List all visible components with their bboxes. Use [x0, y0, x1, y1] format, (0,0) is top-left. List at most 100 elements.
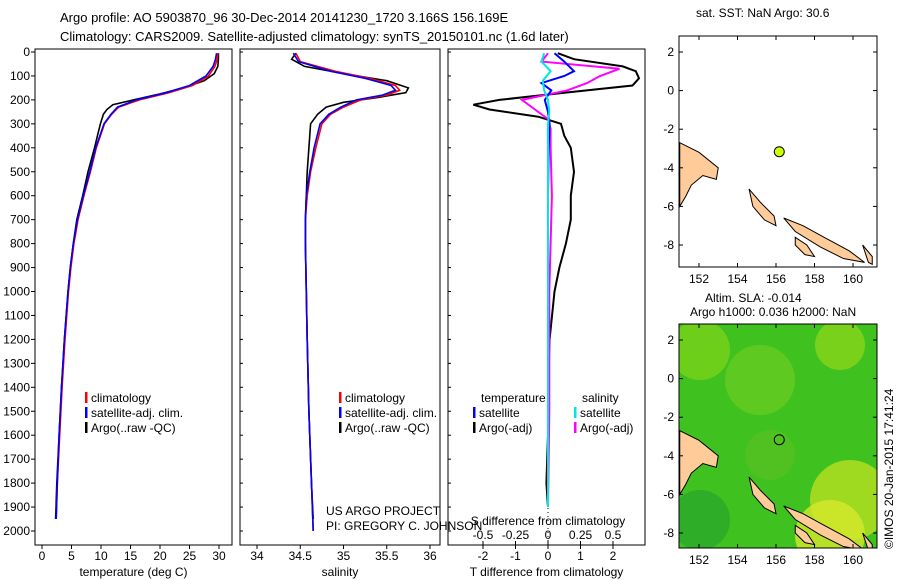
- x-tick-label: 30: [212, 549, 226, 563]
- argo-float-marker: [773, 434, 785, 446]
- y-tick-label: 300: [10, 117, 30, 131]
- lat-tick-label: -4: [663, 449, 674, 463]
- temperature-profile-panel: 0100200300400500600700800900100011001200…: [3, 45, 233, 579]
- y-tick-label: 700: [10, 213, 30, 227]
- y-tick-label: 0: [23, 45, 30, 59]
- map2-title-line1: Altim. SLA: -0.014: [705, 291, 802, 305]
- sla-anomaly-patch: [745, 430, 795, 480]
- argo-salinity-diff-line: [519, 52, 620, 508]
- y-tick-label: 1300: [3, 356, 30, 370]
- legend-swatch: [339, 407, 342, 418]
- argo-temperature-diff-line: [473, 52, 641, 508]
- x-tick-label: 35.5: [375, 549, 399, 563]
- legend-swatch: [85, 407, 88, 418]
- y-tick-label: 1800: [3, 476, 30, 490]
- s-tick-label: -0.5: [473, 528, 494, 542]
- land-polygon: [794, 524, 816, 546]
- figure-title-line1: Argo profile: AO 5903870_96 30-Dec-2014 …: [60, 10, 508, 25]
- lon-tick-label: 152: [689, 553, 709, 567]
- land-polygon: [679, 141, 719, 209]
- difference-profile-panel: -2 -1 0 1 2 T difference from climatology S di…: [447, 48, 646, 579]
- x-tick-label: 35: [337, 549, 351, 563]
- s-tick-label: 0.25: [569, 528, 593, 542]
- legend-label: satellite: [479, 406, 520, 420]
- x-tick-label: 5: [68, 549, 75, 563]
- lon-tick-label: 156: [766, 272, 786, 286]
- x-tick-label: -2: [478, 549, 489, 563]
- y-tick-label: 500: [10, 165, 30, 179]
- lon-tick-label: 154: [727, 272, 747, 286]
- x-tick-label: 20: [153, 549, 167, 563]
- legend-label: Argo(..raw -QC): [345, 421, 430, 435]
- y-tick-label: 1000: [3, 285, 30, 299]
- legend-label: Argo(..raw -QC): [91, 421, 176, 435]
- lon-tick-label: 156: [766, 553, 786, 567]
- land-polygon: [783, 217, 865, 263]
- sla-anomaly-patch: [679, 324, 730, 380]
- legend-label: Argo(-adj): [580, 421, 633, 435]
- land-polygon: [748, 476, 777, 515]
- lon-tick-label: 154: [727, 553, 747, 567]
- x-tick-label: 0: [39, 549, 46, 563]
- sla-anomaly-patch: [679, 490, 730, 548]
- x-tick-label: 0: [545, 549, 552, 563]
- x-tick-label: 25: [183, 549, 197, 563]
- satellite-temperature-line: [55, 53, 218, 520]
- lat-tick-label: -8: [663, 238, 674, 252]
- project-label: US ARGO PROJECT: [326, 504, 441, 518]
- s-tick-label: -0.25: [502, 528, 530, 542]
- sla-map-panel: 152 154 156 158 160 2 0 -2 -4 -6 -8: [663, 323, 878, 567]
- x-tick-label: 34: [250, 549, 264, 563]
- legend-label: climatology: [345, 391, 405, 405]
- y-tick-label: 200: [10, 93, 30, 107]
- x-tick-label: 10: [94, 549, 108, 563]
- x-tick-label: 2: [610, 549, 617, 563]
- y-tick-label: 100: [10, 69, 30, 83]
- map1-title: sat. SST: NaN Argo: 30.6: [696, 6, 830, 20]
- legend-label: climatology: [91, 391, 151, 405]
- land-polygon: [862, 244, 873, 266]
- map-frame: [678, 323, 878, 549]
- map-content: [679, 324, 877, 548]
- y-tick-label: 1600: [3, 428, 30, 442]
- x-tick-label: 1: [577, 549, 584, 563]
- land-polygon: [783, 505, 863, 548]
- lon-tick-label: 158: [804, 553, 824, 567]
- lat-tick-label: 2: [667, 45, 674, 59]
- lat-tick-label: -4: [663, 161, 674, 175]
- lat-tick-label: 2: [667, 333, 674, 347]
- legend-swatch: [473, 422, 476, 433]
- figure-title-line2: Climatology: CARS2009. Satellite-adjuste…: [60, 29, 569, 44]
- y-tick-label: 1200: [3, 332, 30, 346]
- y-tick-label: 900: [10, 261, 30, 275]
- lat-tick-label: -6: [663, 487, 674, 501]
- y-tick-label: 1400: [3, 380, 30, 394]
- land-polygon: [679, 429, 719, 497]
- y-tick-label: 2000: [3, 524, 30, 538]
- argo-float-marker: [773, 146, 785, 158]
- legend-swatch: [339, 422, 342, 433]
- satellite-salinity-line: [292, 52, 397, 532]
- y-tick-label: 1900: [3, 500, 30, 514]
- land-polygon: [794, 236, 816, 258]
- climatology-temperature-line: [55, 53, 219, 520]
- lon-tick-label: 152: [689, 272, 709, 286]
- x-tick-label: 36: [423, 549, 437, 563]
- satellite-salinity-diff-line: [540, 52, 552, 507]
- legend-label: Argo(-adj): [479, 421, 532, 435]
- argo-temperature-line: [54, 53, 220, 520]
- lat-tick-label: 0: [667, 372, 674, 386]
- lat-tick-label: -6: [663, 199, 674, 213]
- argo-salinity-line: [290, 52, 410, 520]
- land-polygon: [862, 532, 873, 548]
- y-tick-label: 400: [10, 141, 30, 155]
- x-axis-label: temperature (deg C): [79, 565, 187, 579]
- lat-tick-label: -2: [663, 410, 674, 424]
- y-tick-label: 1700: [3, 452, 30, 466]
- legend-swatch: [473, 407, 476, 418]
- x-tick-label: 34.5: [289, 549, 313, 563]
- lat-tick-label: -2: [663, 122, 674, 136]
- legend-swatch: [339, 392, 342, 403]
- salinity-profile-panel: 34 34.5 35 35.5 36 salinity climatologysatelli…: [239, 48, 441, 579]
